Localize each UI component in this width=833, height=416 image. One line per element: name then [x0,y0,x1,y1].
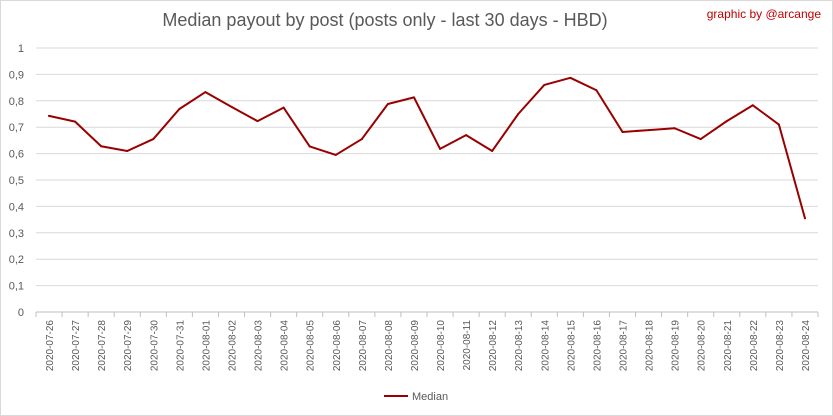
x-tick-label: 2020-08-19 [671,320,682,372]
x-tick-label: 2020-08-12 [488,320,499,372]
data-point [673,127,676,130]
data-point [308,145,311,148]
data-point [204,91,207,94]
data-point [48,114,51,117]
data-point [491,149,494,152]
x-tick-label: 2020-07-31 [175,320,186,372]
x-tick-label: 2020-08-21 [723,320,734,372]
data-point [569,76,572,79]
data-point [282,106,285,109]
y-tick-label: 0,1 [9,281,24,293]
x-tick-label: 2020-07-27 [71,320,82,372]
data-point [543,83,546,86]
data-point [126,149,129,152]
y-tick-label: 0 [18,307,24,319]
data-point [152,138,155,141]
y-tick-label: 0,8 [9,96,24,108]
data-point [386,102,389,105]
y-tick-label: 0,6 [9,149,24,161]
x-tick-label: 2020-08-15 [566,320,577,372]
y-tick-label: 0,2 [9,254,24,266]
y-tick-label: 0,3 [9,228,24,240]
grid-lines [36,47,818,313]
data-point [465,134,468,137]
x-tick-label: 2020-07-26 [45,320,56,372]
x-tick-label: 2020-08-14 [540,320,551,372]
x-tick-label: 2020-08-13 [514,320,525,372]
y-tick-label: 0,7 [9,122,24,134]
legend-label: Median [412,391,448,403]
data-point [256,120,259,123]
data-point [751,104,754,107]
data-point [412,96,415,99]
data-point [334,153,337,156]
x-tick-label: 2020-08-11 [462,320,473,371]
data-point [360,138,363,141]
x-tick-label: 2020-08-20 [697,320,708,372]
y-tick-label: 0,5 [9,175,24,187]
data-point [74,120,77,123]
x-tick-label: 2020-07-28 [97,320,108,372]
x-tick-label: 2020-07-30 [149,320,160,372]
x-tick-label: 2020-08-24 [801,320,812,372]
x-tick-label: 2020-08-08 [384,320,395,372]
y-tick-label: 1 [18,43,24,55]
y-tick-label: 0,9 [9,69,24,81]
x-tick-label: 2020-08-22 [749,320,760,372]
x-axis-ticks: 2020-07-26 2020-07-27 2020-07-28 2020-07-29… [35,312,819,372]
x-tick-label: 2020-08-10 [436,320,447,372]
x-tick-label: 2020-08-18 [645,320,656,372]
chart-title: Median payout by post (posts only - last… [162,10,608,30]
y-axis-ticks: 0 0,1 0,2 0,3 0,4 0,5 0,6 0,7 0,8 0,9 1 [9,43,24,319]
x-tick-label: 2020-07-29 [123,320,134,372]
x-tick-label: 2020-08-16 [592,320,603,372]
data-point [803,217,806,220]
x-tick-label: 2020-08-09 [410,320,421,372]
data-point [100,145,103,148]
data-point [699,138,702,141]
x-tick-label: 2020-08-07 [358,320,369,372]
data-point [439,147,442,150]
x-tick-label: 2020-08-06 [332,320,343,372]
x-tick-label: 2020-08-04 [280,320,291,372]
x-tick-label: 2020-08-02 [228,320,239,372]
y-tick-label: 0,4 [9,201,24,213]
data-point [777,123,780,126]
x-tick-label: 2020-08-05 [306,320,317,372]
data-point [517,113,520,115]
x-tick-label: 2020-08-03 [254,320,265,372]
x-tick-label: 2020-08-01 [201,320,212,372]
series-line-median [48,76,806,220]
data-point [178,107,181,110]
credit-text: graphic by @arcange [706,7,821,21]
data-point [621,130,624,133]
data-point [595,89,598,92]
data-point [647,129,650,132]
data-point [230,105,233,108]
x-tick-label: 2020-08-17 [619,320,630,372]
x-tick-label: 2020-08-23 [775,320,786,372]
data-point [725,120,728,123]
series-lines [48,76,806,220]
legend: Median [384,391,448,403]
